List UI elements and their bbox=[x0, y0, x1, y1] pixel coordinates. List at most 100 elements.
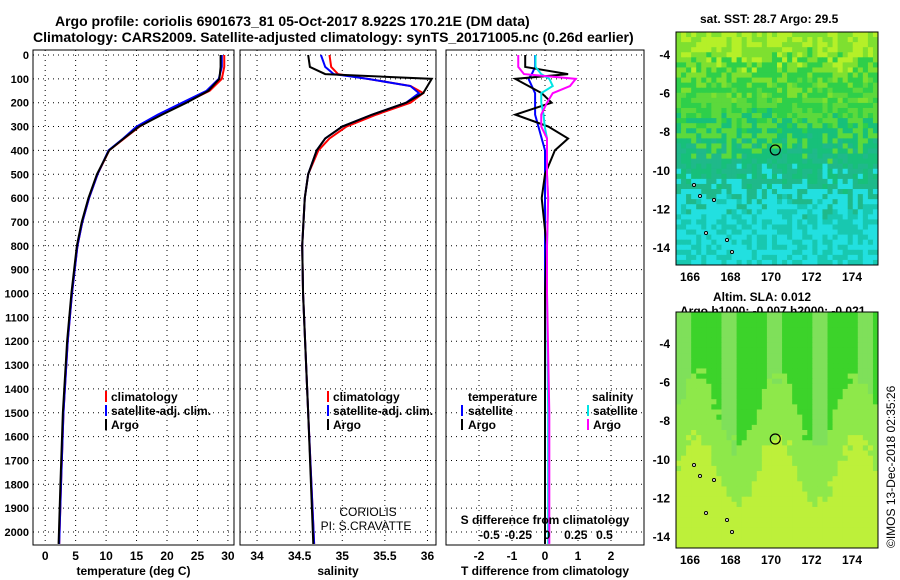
map-cell bbox=[756, 317, 763, 323]
map-cell bbox=[711, 92, 717, 99]
map-cell bbox=[787, 486, 793, 493]
legend-label-2: Argo bbox=[111, 418, 139, 432]
lon-tick-label: 168 bbox=[720, 553, 740, 567]
map-cell bbox=[716, 440, 722, 446]
map-cell bbox=[782, 133, 788, 139]
map-cell bbox=[681, 378, 687, 385]
map-cell bbox=[807, 435, 813, 441]
map-cell bbox=[681, 72, 687, 79]
map-cell bbox=[711, 37, 717, 43]
map-cell bbox=[711, 445, 717, 452]
map-cell bbox=[822, 342, 828, 349]
ytick-label: 1000 bbox=[5, 289, 29, 301]
map-cell bbox=[681, 92, 687, 99]
map-cell bbox=[777, 37, 783, 43]
map-cell bbox=[822, 107, 828, 114]
map-cell bbox=[802, 148, 808, 155]
map-cell bbox=[761, 239, 768, 246]
map-cell bbox=[701, 471, 707, 477]
map-cell bbox=[842, 32, 849, 38]
map-cell bbox=[797, 158, 803, 165]
map-cell bbox=[847, 430, 854, 436]
map-cell bbox=[857, 153, 864, 160]
map-cell bbox=[862, 219, 869, 225]
map-cell bbox=[691, 394, 697, 400]
map-cell bbox=[852, 542, 859, 549]
map-cell bbox=[792, 512, 798, 518]
map-cell bbox=[761, 183, 768, 190]
map-cell bbox=[867, 532, 874, 539]
map-cell bbox=[842, 486, 849, 493]
map-cell bbox=[691, 199, 697, 205]
map-cell bbox=[726, 204, 733, 210]
map-cell bbox=[832, 214, 839, 220]
legend-swatch bbox=[105, 391, 107, 402]
map-cell bbox=[787, 506, 793, 513]
map-cell bbox=[746, 107, 753, 114]
map-cell bbox=[716, 163, 722, 170]
map-cell bbox=[812, 123, 818, 129]
map-cell bbox=[686, 229, 692, 236]
map-cell bbox=[761, 47, 768, 53]
map-cell bbox=[867, 199, 874, 205]
xtick-label: -1 bbox=[507, 549, 518, 563]
map-cell bbox=[681, 506, 687, 513]
map-cell bbox=[802, 419, 808, 426]
map-cell bbox=[761, 189, 768, 195]
map-cell bbox=[746, 506, 753, 513]
map-cell bbox=[771, 322, 778, 328]
map-cell bbox=[852, 194, 859, 200]
map-cell bbox=[701, 404, 707, 410]
map-cell bbox=[701, 204, 707, 210]
map-cell bbox=[827, 254, 834, 261]
map-cell bbox=[867, 460, 874, 467]
map-cell bbox=[731, 445, 738, 452]
map-cell bbox=[701, 52, 707, 58]
map-cell bbox=[812, 424, 818, 431]
map-cell bbox=[746, 347, 753, 354]
map-cell bbox=[711, 363, 717, 369]
map-cell bbox=[751, 163, 758, 170]
map-cell bbox=[771, 173, 778, 180]
map-cell bbox=[726, 435, 733, 441]
map-cell bbox=[792, 445, 798, 452]
map-cell bbox=[812, 128, 818, 134]
map-cell bbox=[787, 62, 793, 68]
map-cell bbox=[802, 471, 808, 477]
map-cell bbox=[746, 148, 753, 155]
island-marker bbox=[698, 474, 702, 478]
map-cell bbox=[701, 517, 707, 523]
map-cell bbox=[746, 239, 753, 246]
map-cell bbox=[701, 337, 707, 344]
map-cell bbox=[686, 194, 692, 200]
map-cell bbox=[852, 62, 859, 68]
map-cell bbox=[852, 148, 859, 155]
map-cell bbox=[716, 512, 722, 518]
map-cell bbox=[852, 322, 859, 328]
map-cell bbox=[706, 414, 712, 421]
map-cell bbox=[842, 244, 849, 251]
map-cell bbox=[741, 435, 748, 441]
map-cell bbox=[817, 522, 823, 528]
map-cell bbox=[691, 67, 697, 74]
map-cell bbox=[701, 358, 707, 364]
map-cell bbox=[721, 249, 727, 256]
map-cell bbox=[872, 183, 879, 190]
map-cell bbox=[817, 486, 823, 493]
map-frame bbox=[675, 31, 879, 266]
map-cell bbox=[676, 424, 682, 431]
map-cell bbox=[842, 224, 849, 231]
map-cell bbox=[777, 209, 783, 215]
map-cell bbox=[741, 189, 748, 195]
map-cell bbox=[787, 113, 793, 119]
map-cell bbox=[736, 87, 743, 94]
map2-title1: Altim. SLA: 0.012 bbox=[713, 290, 812, 304]
map-cell bbox=[711, 113, 717, 119]
map-cell bbox=[741, 353, 748, 359]
map-cell bbox=[807, 102, 813, 109]
map-cell bbox=[676, 327, 682, 334]
map-cell bbox=[862, 57, 869, 63]
map-cell bbox=[807, 97, 813, 104]
map-cell bbox=[716, 107, 722, 114]
map-cell bbox=[741, 52, 748, 58]
